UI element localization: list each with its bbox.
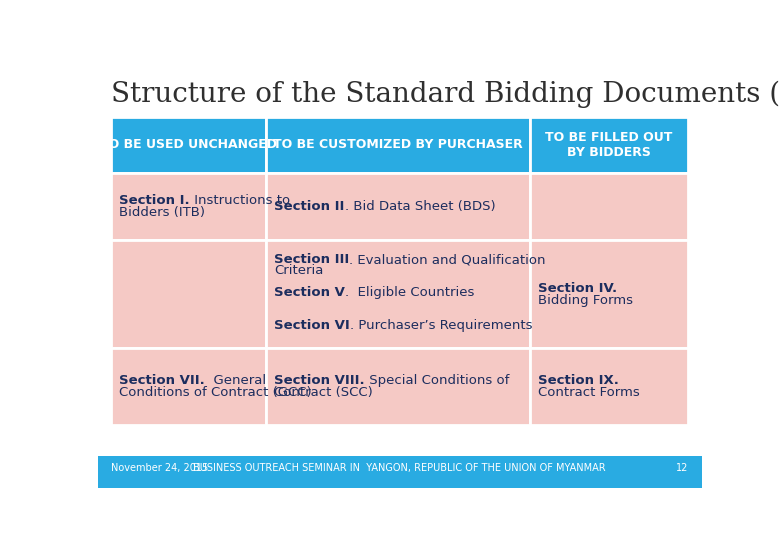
Bar <box>112 173 267 240</box>
Text: Instructions to: Instructions to <box>190 194 290 207</box>
Bar <box>530 240 688 348</box>
Bar <box>530 348 688 425</box>
Bar <box>112 348 267 425</box>
Bar <box>98 456 702 488</box>
Text: Section VI: Section VI <box>275 319 350 332</box>
Bar <box>112 240 267 348</box>
Text: Bidding Forms: Bidding Forms <box>537 294 633 307</box>
Text: Section IX.: Section IX. <box>537 374 619 387</box>
Text: TO BE CUSTOMIZED BY PURCHASER: TO BE CUSTOMIZED BY PURCHASER <box>273 138 523 151</box>
Text: TO BE USED UNCHANGED: TO BE USED UNCHANGED <box>101 138 278 151</box>
Text: Section VII.: Section VII. <box>119 374 205 387</box>
Bar <box>267 348 530 425</box>
Text: 12: 12 <box>675 463 688 473</box>
Text: BUSINESS OUTREACH SEMINAR IN  YANGON, REPUBLIC OF THE UNION OF MYANMAR: BUSINESS OUTREACH SEMINAR IN YANGON, REP… <box>193 463 606 473</box>
Text: Section II: Section II <box>275 200 345 213</box>
Bar <box>530 117 688 173</box>
Text: Criteria: Criteria <box>275 264 324 277</box>
Text: Section III: Section III <box>275 253 349 266</box>
Text: Section V: Section V <box>275 286 345 299</box>
Text: . Evaluation and Qualification: . Evaluation and Qualification <box>349 253 546 266</box>
Text: November 24, 2015: November 24, 2015 <box>112 463 209 473</box>
Text: . Purchaser’s Requirements: . Purchaser’s Requirements <box>350 319 533 332</box>
Text: General: General <box>205 374 266 387</box>
Text: Section IV.: Section IV. <box>537 281 617 295</box>
Text: Section VIII.: Section VIII. <box>275 374 365 387</box>
Text: Conditions of Contract (GCC): Conditions of Contract (GCC) <box>119 386 312 399</box>
Text: Contract (SCC): Contract (SCC) <box>275 386 373 399</box>
Bar <box>267 117 530 173</box>
Bar <box>267 240 530 348</box>
Bar <box>267 173 530 240</box>
Text: Contract Forms: Contract Forms <box>537 386 640 399</box>
Text: .  Eligible Countries: . Eligible Countries <box>345 286 474 299</box>
Text: Section I.: Section I. <box>119 194 190 207</box>
Text: Special Conditions of: Special Conditions of <box>365 374 509 387</box>
Text: . Bid Data Sheet (BDS): . Bid Data Sheet (BDS) <box>345 200 495 213</box>
Bar <box>530 173 688 240</box>
Text: TO BE FILLED OUT
BY BIDDERS: TO BE FILLED OUT BY BIDDERS <box>545 131 672 159</box>
Text: Structure of the Standard Bidding Documents (SBD): Structure of the Standard Bidding Docume… <box>112 80 780 108</box>
Text: Bidders (ITB): Bidders (ITB) <box>119 206 205 219</box>
Bar <box>112 117 267 173</box>
